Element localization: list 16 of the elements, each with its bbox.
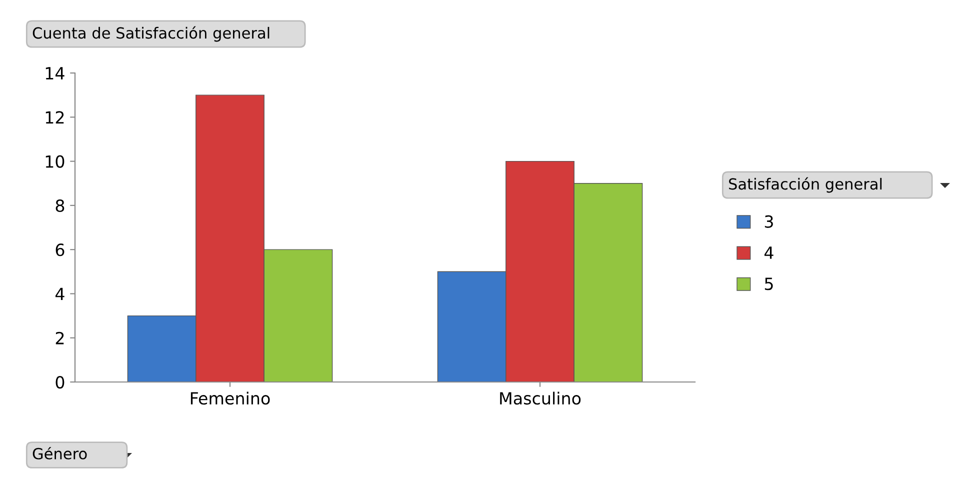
x-tick-label: Femenino [190, 392, 270, 405]
y-tick-label: 14 [46, 67, 64, 80]
y-tick-label: 6 [56, 244, 64, 256]
legend-label: 3 [764, 215, 773, 228]
legend-label: 5 [764, 278, 773, 290]
y-tick-label: 0 [56, 376, 64, 389]
x-axis-title: Género [32, 446, 87, 460]
chart-title: Cuenta de Satisfacción general [32, 26, 270, 42]
y-tick-label: 10 [46, 155, 64, 168]
legend-title: Satisfacción general [729, 177, 882, 193]
y-tick-label: 12 [46, 111, 64, 124]
y-tick-label: 2 [56, 332, 64, 344]
y-tick-label: 4 [55, 288, 64, 300]
y-tick-label: 8 [56, 199, 64, 212]
legend-label: 4 [764, 246, 774, 259]
x-tick-label: Masculino [500, 392, 581, 405]
